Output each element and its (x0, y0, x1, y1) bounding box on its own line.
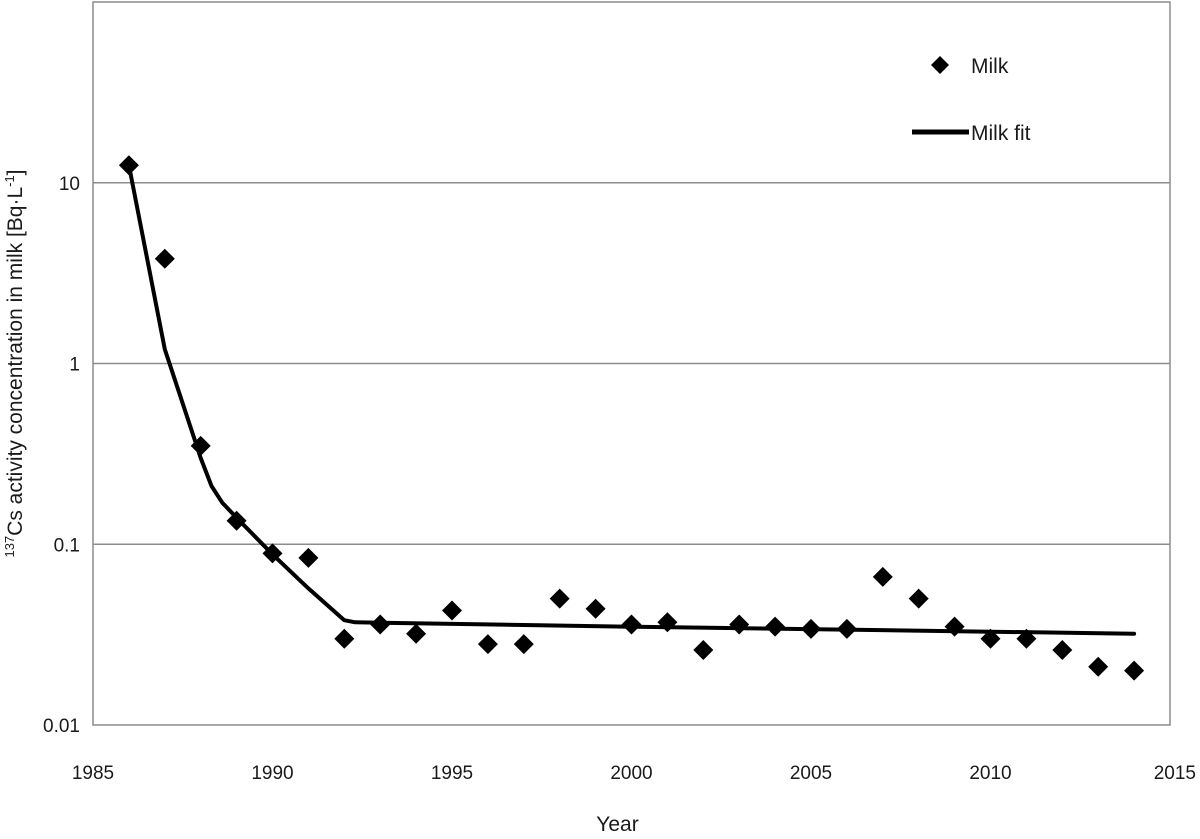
data-point-milk (477, 634, 498, 655)
y-tick-label: 1 (69, 355, 80, 376)
data-point-milk (298, 547, 319, 568)
x-tick-label: 2010 (969, 763, 1011, 784)
x-tick-label: 2015 (1154, 763, 1196, 784)
x-tick-label: 1985 (72, 763, 114, 784)
data-point-milk (585, 598, 606, 619)
y-axis-title: 137Cs activity concentration in milk [Bq… (2, 169, 27, 557)
y-tick-label: 10 (59, 174, 80, 195)
series-layer (118, 155, 1145, 681)
legend-diamond-marker (931, 56, 949, 74)
legend-label-milk-fit: Milk fit (971, 122, 1031, 145)
data-point-milk (190, 435, 211, 456)
data-point-milk (226, 510, 247, 531)
x-tick-label: 1990 (251, 763, 293, 784)
data-point-milk (262, 543, 283, 564)
y-tick-labels: 0.01 0.1 1 10 (43, 174, 80, 737)
y-axis-title-main: Cs activity concentration in milk [Bq·L (4, 187, 27, 536)
data-point-milk (1124, 660, 1145, 681)
data-point-milk (693, 639, 714, 660)
y-axis-title-exponent: -1 (2, 175, 17, 187)
data-point-milk (442, 600, 462, 621)
data-point-milk (118, 155, 139, 176)
data-point-milk (370, 614, 391, 635)
y-axis-title-suffix: ] (4, 169, 27, 175)
data-point-milk (1052, 639, 1073, 660)
x-tick-label: 1995 (431, 763, 473, 784)
legend-label-milk: Milk (971, 55, 1009, 78)
grid-layer (93, 182, 1170, 545)
data-point-milk (621, 614, 642, 635)
data-point-milk (944, 616, 965, 637)
data-point-milk (657, 612, 678, 633)
data-point-milk (1088, 656, 1109, 677)
data-point-milk (872, 566, 893, 587)
data-point-milk (334, 628, 355, 649)
x-axis-title: Year (596, 813, 638, 836)
plot-frame (92, 1, 1171, 726)
data-point-milk (801, 618, 821, 639)
data-point-milk (406, 623, 427, 644)
data-point-milk (154, 248, 175, 269)
y-axis-title-superscript: 137 (2, 536, 17, 558)
data-point-milk (1016, 628, 1037, 649)
x-tick-labels: 1985 1990 1995 2000 2005 2010 2015 (72, 763, 1196, 784)
data-point-milk (729, 614, 750, 635)
data-point-milk (765, 616, 786, 637)
y-tick-label: 0.01 (43, 716, 80, 737)
legend: Milk Milk fit (912, 55, 1031, 145)
data-point-milk (908, 588, 929, 609)
data-point-milk (980, 628, 1001, 649)
y-tick-label: 0.1 (54, 535, 80, 556)
x-tick-label: 2005 (790, 763, 832, 784)
data-point-milk (513, 634, 534, 655)
data-point-milk (549, 588, 570, 609)
x-tick-label: 2000 (610, 763, 652, 784)
data-point-milk (836, 618, 857, 639)
series-line-milk-fit (126, 163, 1137, 636)
